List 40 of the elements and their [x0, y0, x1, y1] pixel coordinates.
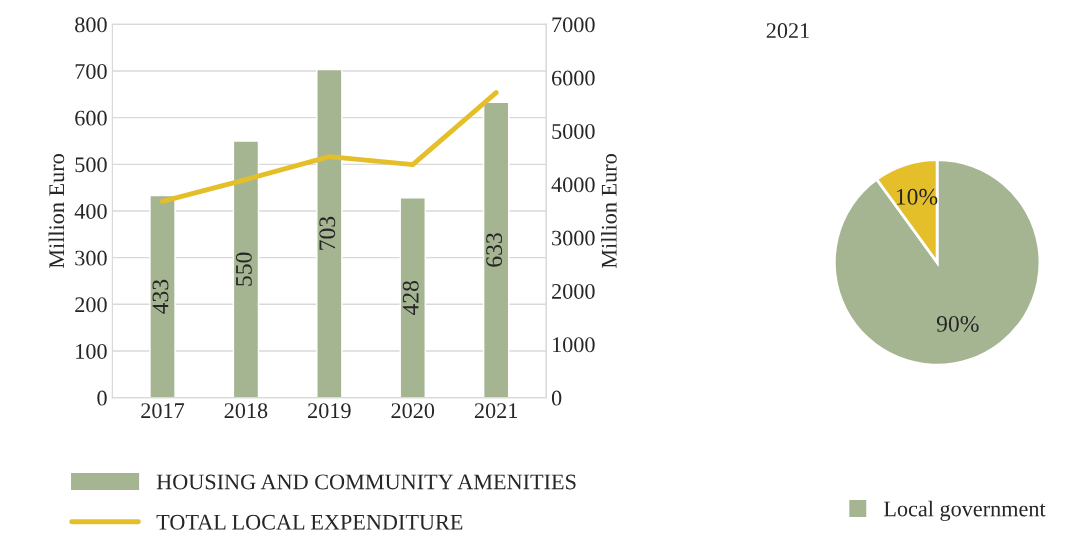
x-tick-label: 2019	[308, 403, 351, 419]
y-tick-label: 500	[75, 157, 107, 173]
y2-axis-title: Million Euro	[601, 154, 617, 269]
y-tick-label: 300	[75, 250, 107, 266]
y2-tick-label: 0	[551, 390, 562, 406]
y2-tick-label: 5000	[552, 123, 595, 139]
y-tick-label: 600	[75, 110, 107, 126]
legend-label: TOTAL LOCAL EXPENDITURE	[156, 514, 463, 530]
data-label: 550	[235, 252, 252, 286]
legend-label: HOUSING AND COMMUNITY AMENITIES	[156, 474, 576, 490]
data-label: 428	[402, 280, 419, 316]
y-tick-label: 700	[75, 63, 107, 79]
data-label: 633	[486, 233, 503, 267]
y-tick-label: 100	[76, 343, 107, 359]
y2-tick-label: 7000	[552, 17, 595, 33]
y-tick-label: 400	[74, 203, 107, 219]
y2-tick-label: 3000	[552, 230, 595, 246]
bar	[399, 197, 426, 398]
y2-tick-label: 4000	[551, 177, 595, 193]
x-tick-label: 2018	[224, 403, 268, 419]
x-tick-label: 2017	[141, 403, 185, 419]
y-axis-title: Million Euro	[48, 154, 65, 269]
legend-label: Local government	[884, 500, 1046, 521]
chart-title: 2021	[766, 23, 809, 39]
y-tick-label: 800	[75, 17, 107, 33]
y-tick-label: 200	[75, 297, 107, 313]
y-tick-label: 0	[97, 390, 107, 406]
data-label: 433	[152, 279, 169, 314]
x-tick-label: 2021	[474, 403, 518, 419]
bar	[316, 68, 343, 398]
bar	[482, 101, 510, 398]
x-tick-label: 2020	[391, 403, 435, 419]
y2-tick-label: 6000	[552, 70, 595, 86]
data-label: 703	[319, 216, 336, 250]
bar	[232, 140, 260, 398]
y2-tick-label: 1000	[553, 337, 595, 353]
line-series	[160, 90, 499, 204]
bar	[149, 194, 176, 398]
y2-tick-label: 2000	[552, 283, 595, 299]
data-label: 90%	[936, 315, 979, 332]
